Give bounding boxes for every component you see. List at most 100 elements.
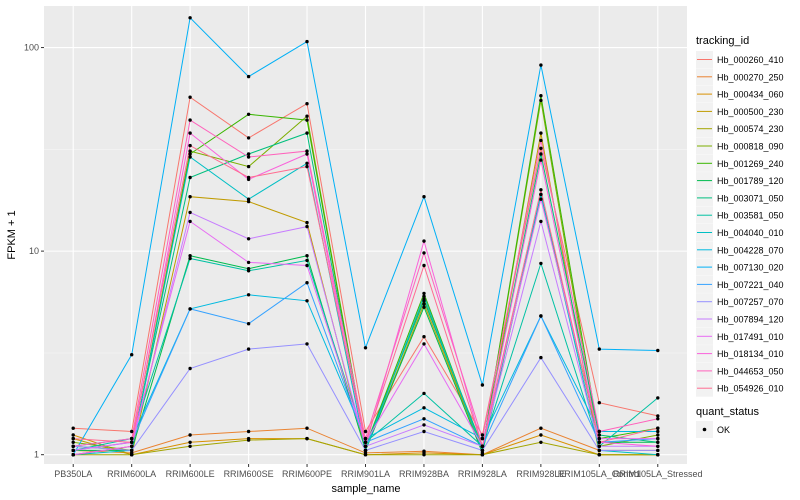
x-tick-label-6: RRIM928BA bbox=[399, 469, 449, 479]
point-Hb_017491_010-RRIM600SE bbox=[246, 260, 251, 265]
point-Hb_054926_010-RRIM901LA bbox=[363, 440, 368, 444]
point-Hb_054926_010-RRIM928LA bbox=[480, 444, 485, 448]
point-Hb_044653_050-RRIM928LA bbox=[480, 436, 485, 441]
point-Hb_044653_050-RRIM600PE bbox=[305, 149, 309, 153]
point-Hb_000260_410-RRIM901LA bbox=[363, 429, 368, 434]
legend-label-Hb_000434_060: Hb_000434_060 bbox=[717, 90, 784, 100]
point-Hb_007130_020-RRIM105LA_Stressed bbox=[656, 348, 660, 353]
point-Hb_003581_050-RRIM600SE bbox=[246, 269, 251, 273]
legend-label-Hb_018134_010: Hb_018134_010 bbox=[717, 349, 784, 359]
point-Hb_003071_050-RRIM600PE bbox=[305, 131, 309, 135]
point-Hb_054926_010-RRIM600LE bbox=[188, 143, 192, 148]
legend-label-Hb_000818_090: Hb_000818_090 bbox=[717, 142, 784, 152]
point-Hb_044653_050-RRIM105LA_Control bbox=[597, 429, 601, 434]
point-Hb_018134_010-RRIM600PE bbox=[305, 152, 309, 156]
point-Hb_004040_010-RRIM600PE bbox=[305, 161, 309, 165]
point-Hb_000574_230-RRIM600PE bbox=[305, 436, 309, 441]
legend-label-Hb_004228_070: Hb_004228_070 bbox=[717, 245, 784, 255]
point-Hb_000574_230-RRIM928LE bbox=[539, 440, 543, 444]
legend-label-Hb_044653_050: Hb_044653_050 bbox=[717, 366, 784, 376]
point-Hb_003071_050-RRIM600SE bbox=[246, 152, 251, 156]
point-Hb_000434_060-RRIM928LE bbox=[539, 433, 543, 437]
point-Hb_000270_250-RRIM600PE bbox=[305, 426, 309, 430]
point-Hb_003071_050-RRIM105LA_Control bbox=[597, 433, 601, 437]
point-Hb_007894_120-RRIM600LE bbox=[188, 210, 192, 215]
point-Hb_001789_120-RRIM928BA bbox=[422, 305, 426, 309]
point-Hb_003071_050-RRIM600LE bbox=[188, 175, 192, 180]
legend-label-Hb_004040_010: Hb_004040_010 bbox=[717, 228, 784, 238]
point-Hb_004228_070-RRIM600SE bbox=[246, 293, 251, 297]
legend-title: tracking_id bbox=[696, 35, 749, 47]
point-Hb_007257_070-RRIM901LA bbox=[363, 448, 368, 453]
point-Hb_000574_230-RRIM105LA_Control bbox=[597, 453, 601, 457]
point-Hb_007130_020-RRIM600LA bbox=[130, 353, 134, 357]
legend-label-Hb_003581_050: Hb_003581_050 bbox=[717, 211, 784, 221]
point-Hb_044653_050-RRIM928BA bbox=[422, 251, 426, 255]
point-Hb_000574_230-RRIM600LA bbox=[130, 453, 134, 457]
point-Hb_018134_010-RRIM928BA bbox=[422, 239, 426, 243]
point-Hb_004040_010-RRIM105LA_Stressed bbox=[656, 453, 660, 457]
point-Hb_000500_230-RRIM600PE bbox=[305, 220, 309, 225]
point-Hb_000260_410-RRIM600PE bbox=[305, 102, 309, 106]
point-Hb_000270_250-RRIM600SE bbox=[246, 429, 251, 434]
x-tick-label-1: RRIM600LA bbox=[107, 469, 156, 479]
point-Hb_001789_120-RRIM600PE bbox=[305, 254, 309, 258]
point-Hb_000260_410-RRIM928LA bbox=[480, 433, 485, 437]
point-Hb_054926_010-RRIM105LA_Control bbox=[597, 440, 601, 444]
point-Hb_007130_020-RRIM600PE bbox=[305, 39, 309, 44]
point-Hb_054926_010-RRIM600LA bbox=[130, 440, 134, 444]
point-Hb_054926_010-RRIM105LA_Stressed bbox=[656, 426, 660, 430]
point-Hb_017491_010-PB350LA bbox=[71, 448, 75, 453]
point-Hb_000260_410-RRIM105LA_Stressed bbox=[656, 414, 660, 418]
point-Hb_054926_010-RRIM600SE bbox=[246, 175, 251, 180]
point-Hb_007130_020-RRIM928LE bbox=[539, 63, 543, 67]
x-tick-label-10: RRIM105LA_Stressed bbox=[613, 469, 703, 479]
point-Hb_003071_050-RRIM928LE bbox=[539, 152, 543, 156]
point-Hb_007130_020-RRIM901LA bbox=[363, 346, 368, 350]
point-Hb_017491_010-RRIM928LE bbox=[539, 197, 543, 201]
point-Hb_003581_050-RRIM928LE bbox=[539, 261, 543, 266]
point-Hb_000500_230-RRIM928LE bbox=[539, 131, 543, 135]
point-Hb_054926_010-RRIM928BA bbox=[422, 263, 426, 268]
point-Hb_017491_010-RRIM600LE bbox=[188, 219, 192, 224]
point-Hb_018134_010-RRIM600LA bbox=[130, 444, 134, 448]
point-Hb_007894_120-RRIM928BA bbox=[422, 423, 426, 427]
point-Hb_000500_230-RRIM928BA bbox=[422, 302, 426, 306]
x-axis: PB350LA RRIM600LA RRIM600LE RRIM600SE RRIM60… bbox=[54, 464, 703, 479]
point-Hb_000818_090-RRIM600PE bbox=[305, 114, 309, 118]
point-Hb_000434_060-RRIM600LE bbox=[188, 440, 192, 444]
y-axis-title: FPKM + 1 bbox=[6, 210, 18, 259]
point-Hb_004040_010-RRIM600LE bbox=[188, 155, 192, 159]
point-Hb_017491_010-RRIM105LA_Stressed bbox=[656, 436, 660, 441]
point-Hb_000818_090-RRIM600LE bbox=[188, 149, 192, 153]
point-Hb_018134_010-RRIM600LE bbox=[188, 131, 192, 135]
legend: tracking_id Hb_000260_410 Hb_000270_250 Hb… bbox=[696, 35, 784, 397]
point-Hb_000260_410-RRIM928BA bbox=[422, 335, 426, 339]
point-Hb_000260_410-RRIM928LE bbox=[539, 146, 543, 150]
point-Hb_007130_020-RRIM600SE bbox=[246, 74, 251, 79]
point-Hb_003071_050-RRIM928BA bbox=[422, 299, 426, 303]
point-Hb_044653_050-RRIM600LA bbox=[130, 436, 134, 441]
y-axis: 1 10 100 bbox=[24, 43, 44, 460]
x-tick-label-9: RRIM105LA_Control bbox=[558, 469, 641, 479]
point-Hb_007130_020-RRIM928LA bbox=[480, 383, 485, 387]
point-Hb_007257_070-RRIM928BA bbox=[422, 429, 426, 434]
point-Hb_007894_120-RRIM600PE bbox=[305, 224, 309, 229]
point-legend-title: quant_status bbox=[696, 406, 759, 418]
legend-label-Hb_007257_070: Hb_007257_070 bbox=[717, 297, 784, 307]
point-Hb_004228_070-RRIM600PE bbox=[305, 299, 309, 303]
point-Hb_003071_050-RRIM105LA_Stressed bbox=[656, 440, 660, 444]
point-Hb_000260_410-PB350LA bbox=[71, 426, 75, 430]
point-Hb_001269_240-RRIM928BA bbox=[422, 291, 426, 296]
point-Hb_007221_040-RRIM600SE bbox=[246, 322, 251, 326]
point-Hb_007257_070-RRIM600LA bbox=[130, 448, 134, 453]
point-Hb_000500_230-RRIM600LE bbox=[188, 195, 192, 199]
point-Hb_000818_090-RRIM600SE bbox=[246, 164, 251, 169]
point-Hb_007894_120-RRIM600SE bbox=[246, 237, 251, 241]
point-Hb_007257_070-RRIM105LA_Control bbox=[597, 448, 601, 453]
x-tick-label-7: RRIM928LA bbox=[458, 469, 507, 479]
point-Hb_054926_010-PB350LA bbox=[71, 436, 75, 441]
point-Hb_004228_070-RRIM105LA_Stressed bbox=[656, 429, 660, 434]
point-Hb_007130_020-RRIM600LE bbox=[188, 16, 192, 20]
legend-label-Hb_054926_010: Hb_054926_010 bbox=[717, 384, 784, 394]
